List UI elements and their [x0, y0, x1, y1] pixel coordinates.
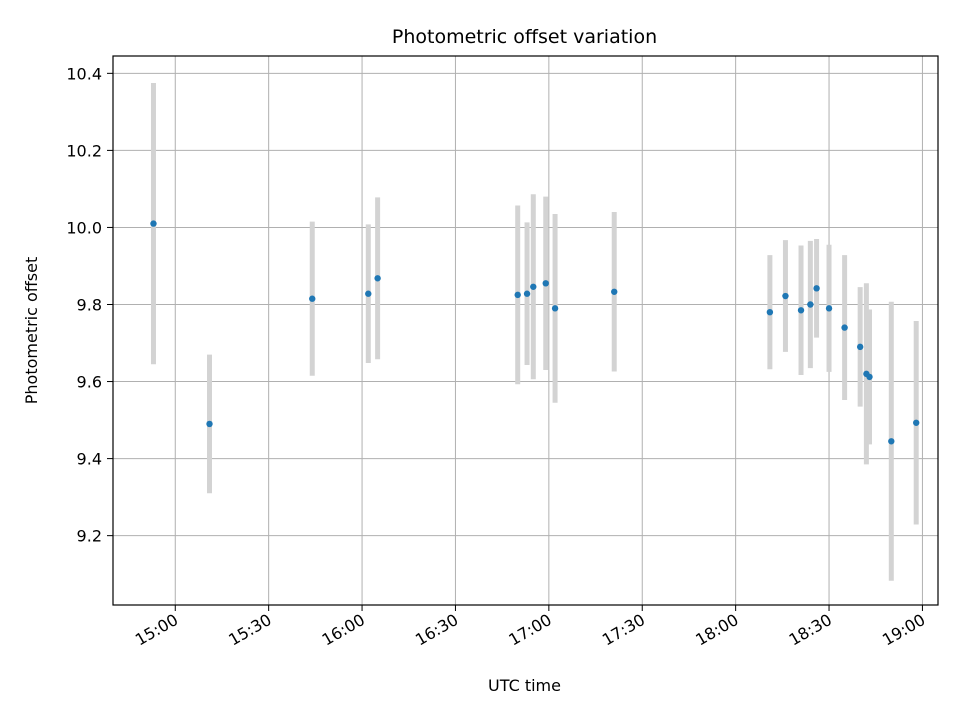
data-point — [856, 343, 864, 351]
data-point — [365, 290, 372, 297]
y-tick-label: 9.4 — [77, 450, 102, 469]
plot-area-frame — [112, 55, 939, 606]
data-point — [150, 220, 157, 227]
data-point — [309, 295, 316, 302]
x-axis-label: UTC time — [488, 676, 561, 695]
data-point — [913, 419, 920, 426]
y-axis-ticks: 9.2 9.4 9.6 9.8 10.0 10.2 10.4 — [66, 64, 113, 546]
data-point — [888, 438, 895, 445]
chart-title: Photometric offset variation — [392, 26, 657, 48]
data-point — [807, 301, 814, 308]
y-tick-label: 10.4 — [66, 64, 102, 83]
y-axis-label: Photometric offset — [22, 257, 41, 405]
data-point — [797, 307, 805, 314]
data-point — [551, 305, 559, 312]
data-point — [813, 285, 820, 292]
data-point — [514, 291, 521, 299]
y-tick-label: 9.6 — [77, 373, 102, 392]
y-tick-label: 9.8 — [77, 295, 102, 314]
data-point — [530, 283, 537, 290]
y-tick-label: 10.0 — [66, 218, 102, 237]
data-point — [206, 420, 213, 428]
data-point — [841, 324, 848, 331]
data-points — [150, 220, 920, 445]
y-tick-label: 9.2 — [77, 527, 102, 546]
data-point — [611, 288, 618, 295]
y-tick-label: 10.2 — [66, 141, 102, 160]
data-point — [523, 290, 531, 297]
data-point — [782, 292, 789, 300]
data-point — [766, 309, 774, 316]
data-point — [825, 305, 833, 312]
data-point — [542, 280, 549, 287]
data-point — [374, 275, 381, 282]
data-point — [866, 373, 873, 381]
